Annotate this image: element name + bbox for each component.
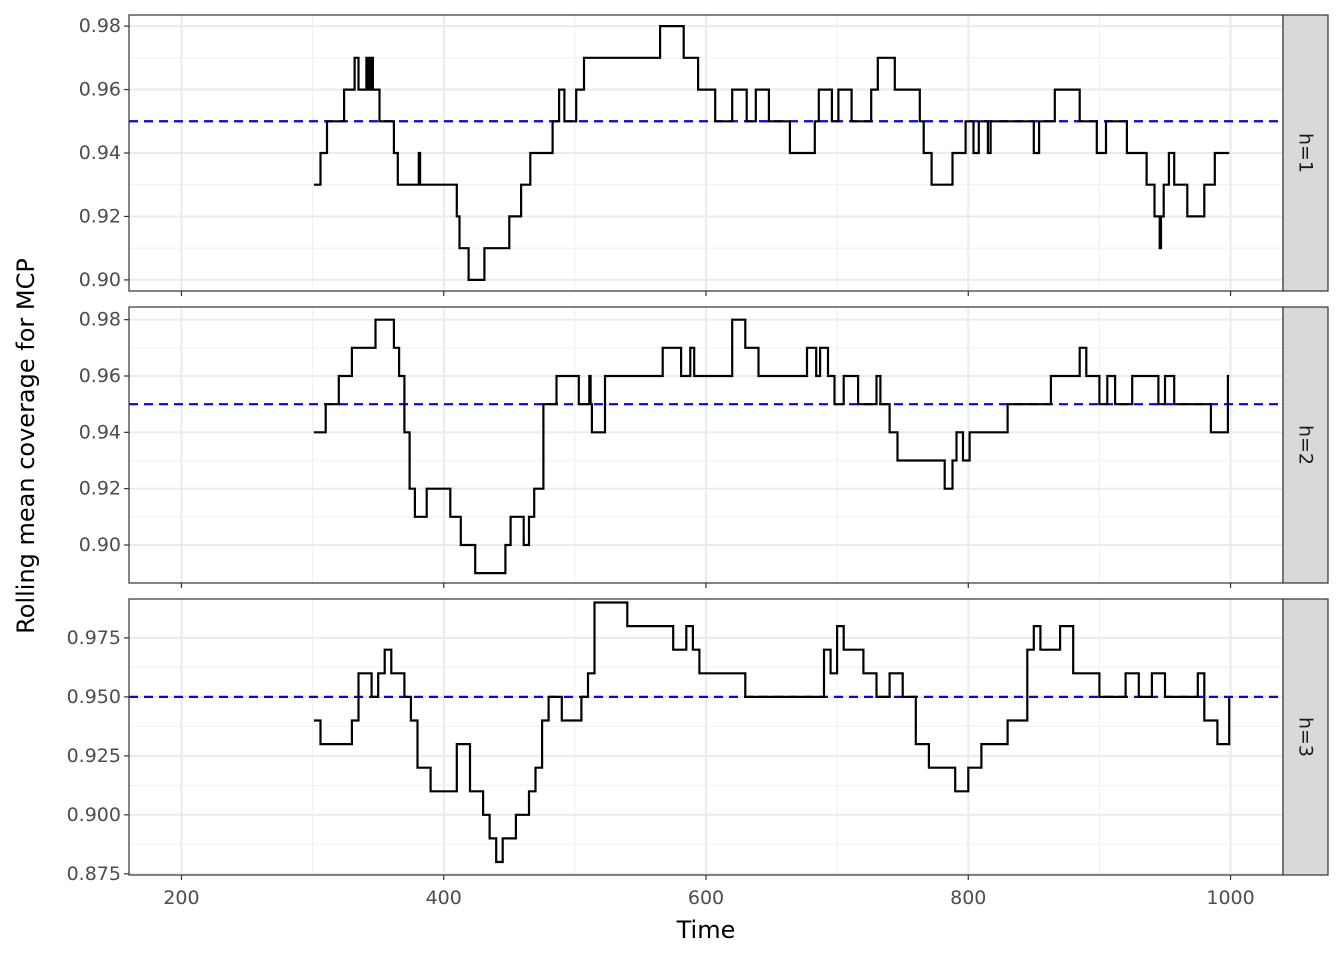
- y-tick-label: 0.975: [67, 627, 121, 649]
- y-tick-label: 0.98: [79, 15, 121, 37]
- y-tick-label: 0.96: [79, 79, 121, 101]
- panel-3: h=3 0.875 0.900 0.925 0.950 0.975: [67, 598, 1329, 885]
- x-tick-label: 400: [426, 887, 462, 909]
- facet-strip-label: h=3: [1295, 717, 1317, 757]
- y-axis-title: Rolling mean coverage for MCP: [12, 258, 40, 634]
- x-tick-label: 200: [163, 887, 199, 909]
- y-tick-label: 0.98: [79, 309, 121, 331]
- y-tick-label: 0.94: [79, 142, 121, 164]
- panel-2: h=2 0.90 0.92 0.94 0.96 0.98: [79, 306, 1329, 588]
- y-tick-label: 0.950: [67, 686, 121, 708]
- y-tick-label: 0.96: [79, 365, 121, 387]
- coverage-series-line: [313, 601, 1231, 864]
- y-tick-label: 0.90: [79, 269, 121, 291]
- x-tick-label: 600: [688, 887, 724, 909]
- x-tick-label: 1000: [1206, 887, 1254, 909]
- x-axis-title: Time: [676, 916, 736, 944]
- x-tick-label: 800: [950, 887, 986, 909]
- panel-1: h=1 0.90 0.92 0.94 0.96 0.98: [79, 14, 1329, 296]
- y-tick-label: 0.925: [67, 745, 121, 767]
- coverage-series-line: [313, 318, 1230, 575]
- chart-panels: h=1 0.90 0.92 0.94 0.96 0.98 h=2 0.90 0.92 0.94 0.…: [67, 14, 1329, 885]
- y-tick-label: 0.90: [79, 534, 121, 556]
- y-tick-label: 0.900: [67, 804, 121, 826]
- x-axis: 200 400 600 800 1000: [163, 887, 1254, 909]
- facet-strip-label: h=2: [1295, 425, 1317, 465]
- y-tick-label: 0.92: [79, 478, 121, 500]
- facet-strip: [1282, 306, 1329, 584]
- facet-strip: [1282, 14, 1329, 292]
- y-tick-label: 0.875: [67, 863, 121, 885]
- coverage-series-line: [313, 25, 1230, 281]
- y-tick-label: 0.92: [79, 205, 121, 227]
- y-tick-label: 0.94: [79, 421, 121, 443]
- facet-strip: [1282, 598, 1329, 876]
- facet-strip-label: h=1: [1295, 133, 1317, 173]
